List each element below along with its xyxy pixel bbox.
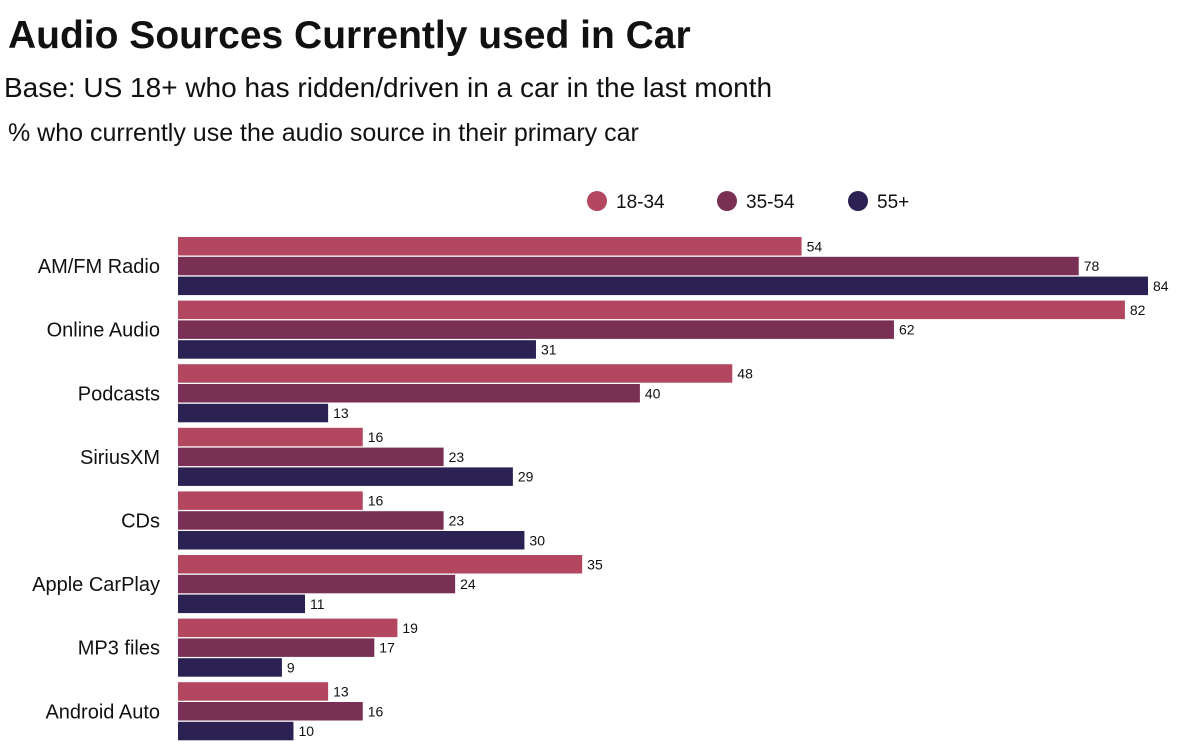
bar-cds-55	[178, 531, 525, 550]
legend-marker-55	[848, 191, 868, 211]
bar-online-audio-55	[178, 340, 536, 359]
legend-label-55: 55+	[877, 192, 909, 213]
data-label-android-auto-35-54: 16	[368, 703, 384, 719]
category-label-cds: CDs	[121, 510, 160, 532]
data-label-apple-carplay-55: 11	[310, 596, 325, 612]
data-label-am-fm-radio-18-34: 54	[807, 238, 823, 254]
bar-siriusxm-35-54	[178, 447, 444, 467]
legend-label-18-34: 18-34	[616, 192, 665, 213]
bar-online-audio-18-34	[178, 300, 1125, 320]
category-label-android-auto: Android Auto	[45, 701, 160, 723]
category-label-apple-carplay: Apple CarPlay	[32, 574, 160, 596]
bar-apple-carplay-35-54	[178, 574, 456, 594]
bar-apple-carplay-18-34	[178, 555, 583, 574]
data-label-am-fm-radio-35-54: 78	[1084, 258, 1100, 274]
bar-mp3-files-55	[178, 658, 282, 677]
data-label-mp3-files-55: 9	[287, 659, 295, 675]
data-label-online-audio-35-54: 62	[899, 322, 915, 338]
bar-cds-18-34	[178, 491, 363, 510]
data-label-siriusxm-35-54: 23	[449, 449, 465, 465]
data-label-android-auto-18-34: 13	[333, 683, 349, 699]
bar-apple-carplay-55	[178, 594, 306, 614]
bar-podcasts-55	[178, 403, 329, 423]
data-label-podcasts-35-54: 40	[645, 385, 661, 401]
bar-siriusxm-18-34	[178, 427, 363, 447]
bar-siriusxm-55	[178, 467, 513, 486]
chart-title: Audio Sources Currently used in Car	[8, 14, 691, 57]
data-label-online-audio-55: 31	[541, 341, 557, 357]
legend-marker-35-54	[717, 191, 737, 211]
bar-mp3-files-35-54	[178, 638, 375, 657]
legend-marker-18-34	[587, 191, 607, 211]
bar-android-auto-55	[178, 721, 294, 741]
category-label-siriusxm: SiriusXM	[80, 447, 160, 469]
bar-am-fm-radio-55	[178, 276, 1148, 296]
data-label-apple-carplay-18-34: 35	[587, 556, 603, 572]
bar-podcasts-35-54	[178, 384, 640, 403]
bar-mp3-files-18-34	[178, 618, 398, 638]
bar-android-auto-18-34	[178, 682, 329, 701]
data-label-cds-55: 30	[529, 532, 545, 548]
chart-note: % who currently use the audio source in …	[8, 119, 639, 147]
data-label-apple-carplay-35-54: 24	[460, 576, 476, 592]
category-label-podcasts: Podcasts	[78, 383, 160, 405]
category-label-online-audio: Online Audio	[47, 320, 160, 342]
data-label-mp3-files-18-34: 19	[402, 620, 418, 636]
data-label-am-fm-radio-55: 84	[1153, 278, 1169, 294]
legend-label-35-54: 35-54	[746, 192, 795, 213]
data-label-mp3-files-35-54: 17	[379, 640, 395, 656]
bar-podcasts-18-34	[178, 364, 733, 383]
data-label-podcasts-18-34: 48	[737, 365, 753, 381]
data-label-podcasts-55: 13	[333, 405, 349, 421]
data-label-siriusxm-18-34: 16	[368, 429, 384, 445]
data-label-online-audio-18-34: 82	[1130, 302, 1146, 318]
bar-am-fm-radio-18-34	[178, 237, 802, 256]
bar-android-auto-35-54	[178, 702, 363, 721]
bar-cds-35-54	[178, 511, 444, 530]
category-label-am-fm-radio: AM/FM Radio	[38, 256, 160, 278]
bar-online-audio-35-54	[178, 320, 894, 339]
data-label-cds-18-34: 16	[368, 493, 384, 509]
data-label-cds-35-54: 23	[449, 512, 465, 528]
chart-subtitle: Base: US 18+ who has ridden/driven in a …	[4, 72, 773, 103]
data-label-android-auto-55: 10	[298, 723, 314, 739]
data-label-siriusxm-55: 29	[518, 469, 534, 485]
bar-am-fm-radio-35-54	[178, 256, 1079, 276]
category-label-mp3-files: MP3 files	[78, 638, 160, 660]
